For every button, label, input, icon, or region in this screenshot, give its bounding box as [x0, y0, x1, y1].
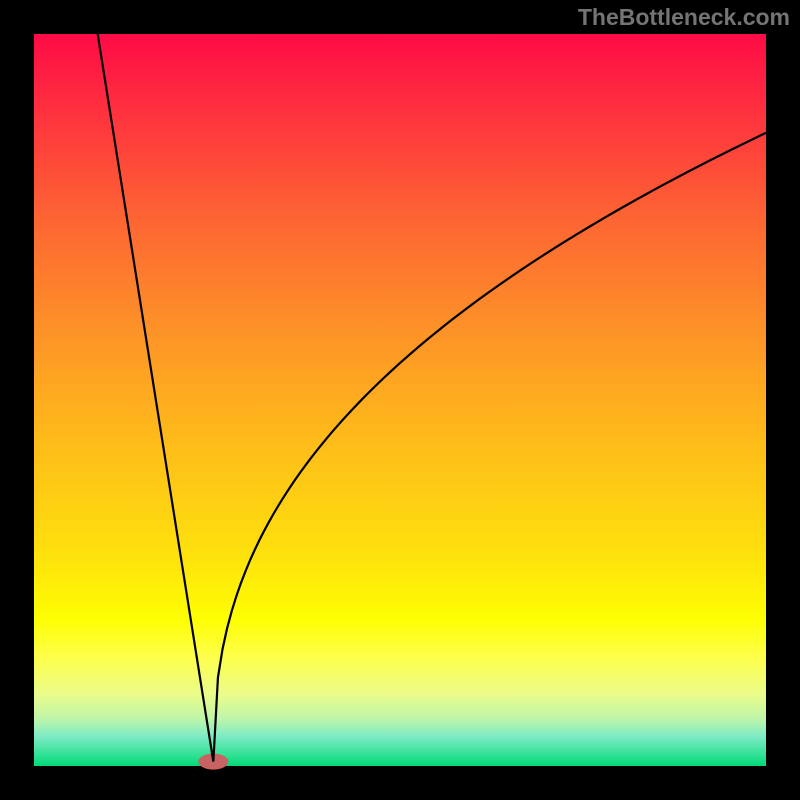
- bottleneck-chart: [0, 0, 800, 800]
- chart-background: [34, 34, 766, 766]
- watermark-text: TheBottleneck.com: [578, 4, 790, 31]
- chart-container: TheBottleneck.com: [0, 0, 800, 800]
